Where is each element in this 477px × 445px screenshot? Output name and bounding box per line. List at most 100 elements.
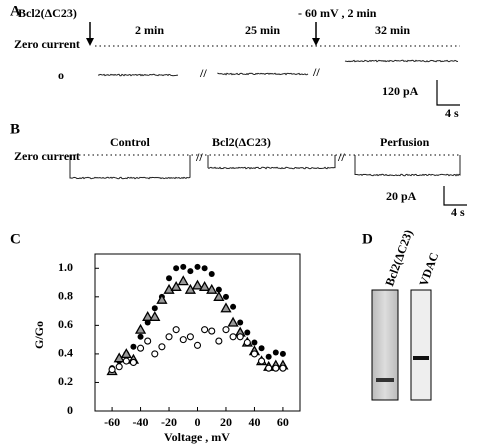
point xyxy=(243,338,251,347)
point xyxy=(137,333,144,340)
point xyxy=(170,281,182,291)
point xyxy=(194,263,201,270)
current-trace xyxy=(69,155,191,180)
panel-label: C xyxy=(10,231,21,247)
condition-label: Control xyxy=(110,135,150,149)
break: // xyxy=(337,150,345,164)
condition-label: Perfusion xyxy=(380,135,430,149)
point xyxy=(201,326,209,334)
zero-label: Zero current xyxy=(14,149,80,163)
point xyxy=(279,364,287,372)
point xyxy=(237,319,244,326)
point xyxy=(173,265,180,272)
point xyxy=(149,310,161,321)
time-label: 25 min xyxy=(245,23,280,37)
time-label: 32 min xyxy=(375,23,410,37)
gel-lane xyxy=(371,289,399,401)
point xyxy=(272,364,280,372)
break: // xyxy=(312,65,320,79)
plot: 0 0.2 0.4 0.6 0.8 1.0 -60 -40 -20 0 20 40 60 xyxy=(58,260,289,429)
point xyxy=(258,357,266,365)
lane-label: VDAC xyxy=(416,251,441,288)
scale-bar xyxy=(436,80,460,106)
point xyxy=(236,333,244,341)
break: // xyxy=(195,150,203,164)
point xyxy=(227,316,239,327)
point xyxy=(199,281,211,291)
point xyxy=(151,305,158,312)
point xyxy=(208,270,215,277)
open-label: o xyxy=(58,68,64,82)
scale-label: 4 s xyxy=(445,106,459,120)
y-tick-label: 0.6 xyxy=(58,317,73,331)
point xyxy=(222,293,229,300)
x-tick-label: -20 xyxy=(161,415,177,429)
traces xyxy=(69,59,461,180)
scale-label: 4 s xyxy=(451,205,465,219)
y-tick-label: 0.2 xyxy=(58,374,73,388)
current-trace xyxy=(217,72,309,76)
point xyxy=(229,333,237,341)
time-label: 2 min xyxy=(135,23,164,37)
x-axis-label: Voltage , mV xyxy=(164,430,230,444)
x-tick-label: 60 xyxy=(277,415,289,429)
point xyxy=(129,358,137,367)
point xyxy=(215,286,222,293)
point xyxy=(191,279,204,290)
scale-label: 120 pA xyxy=(382,84,419,98)
current-trace xyxy=(97,73,179,77)
panel-label: D xyxy=(362,231,373,247)
point xyxy=(187,268,194,275)
y-tick-label: 0.8 xyxy=(58,289,73,303)
point xyxy=(244,329,251,336)
point xyxy=(272,349,279,356)
point xyxy=(158,343,166,351)
x-tick-label: 20 xyxy=(220,415,232,429)
x-tick-label: 0 xyxy=(195,415,201,429)
gel-band xyxy=(376,378,394,382)
point xyxy=(230,303,237,310)
point xyxy=(144,319,151,326)
point xyxy=(180,263,187,270)
plot-frame xyxy=(94,253,301,412)
panel-label: B xyxy=(10,121,20,137)
point xyxy=(165,333,173,341)
gel-band xyxy=(413,356,429,360)
point xyxy=(208,327,216,335)
x-tick-label: 40 xyxy=(248,415,260,429)
point xyxy=(120,348,132,359)
point xyxy=(130,343,137,350)
point xyxy=(156,293,168,304)
arrow-label: Bcl2(ΔC23) xyxy=(18,6,77,20)
condition-label: Bcl2(ΔC23) xyxy=(212,135,271,149)
panel-label: A xyxy=(10,3,21,19)
point xyxy=(115,363,123,371)
point xyxy=(137,344,145,352)
x-tick-label: -40 xyxy=(133,415,149,429)
point xyxy=(258,345,265,352)
lane-label: Bcl2(ΔC23) xyxy=(382,228,415,288)
zero-label: Zero current xyxy=(14,37,80,51)
point xyxy=(251,339,258,346)
point xyxy=(279,350,286,357)
point xyxy=(144,337,152,345)
point xyxy=(179,336,187,344)
point xyxy=(122,357,130,365)
current-trace xyxy=(354,155,461,177)
point xyxy=(213,290,225,301)
point xyxy=(142,310,154,321)
point xyxy=(108,366,116,374)
scale-label: 20 pA xyxy=(386,189,417,203)
y-tick-label: 0.4 xyxy=(58,346,73,360)
scale-bar xyxy=(443,186,467,206)
break: // xyxy=(199,66,207,80)
arrow-label: - 60 mV , 2 min xyxy=(298,6,377,20)
point xyxy=(250,350,258,358)
point xyxy=(201,265,208,272)
point xyxy=(193,341,202,349)
point xyxy=(215,337,223,345)
point xyxy=(177,275,189,286)
y-tick-label: 1.0 xyxy=(58,260,73,274)
arrow xyxy=(86,22,94,46)
